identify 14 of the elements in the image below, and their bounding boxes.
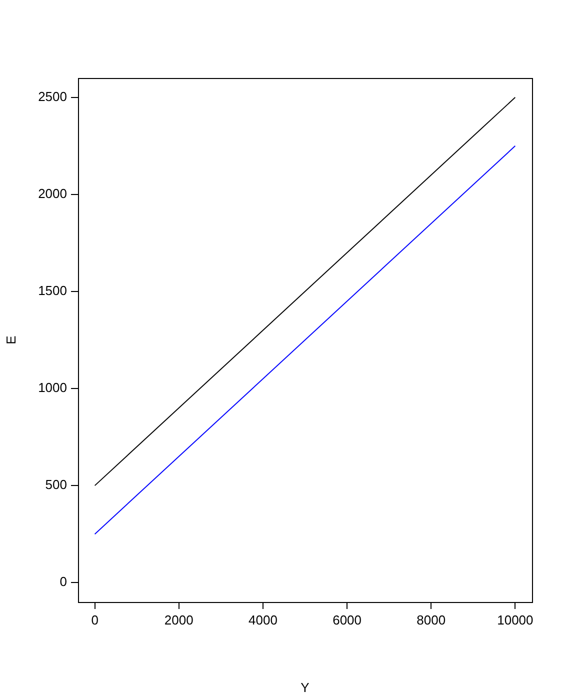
x-tick-label: 0 bbox=[91, 612, 98, 628]
y-tick-label: 0 bbox=[60, 574, 67, 590]
x-tick-label: 6000 bbox=[332, 612, 362, 628]
y-tick-label: 500 bbox=[45, 477, 67, 492]
x-tick-label: 8000 bbox=[416, 612, 446, 628]
y-tick-label: 1000 bbox=[38, 380, 67, 396]
x-tick-label: 2000 bbox=[164, 612, 194, 628]
y-tick-label: 1500 bbox=[38, 283, 67, 298]
x-axis-title: Y bbox=[300, 680, 310, 695]
y-tick-label: 2000 bbox=[38, 186, 67, 202]
y-axis-title: E bbox=[3, 335, 18, 344]
x-tick-label: 10000 bbox=[497, 612, 534, 628]
x-tick-label: 4000 bbox=[248, 612, 278, 628]
y-tick-label: 2500 bbox=[38, 88, 67, 104]
